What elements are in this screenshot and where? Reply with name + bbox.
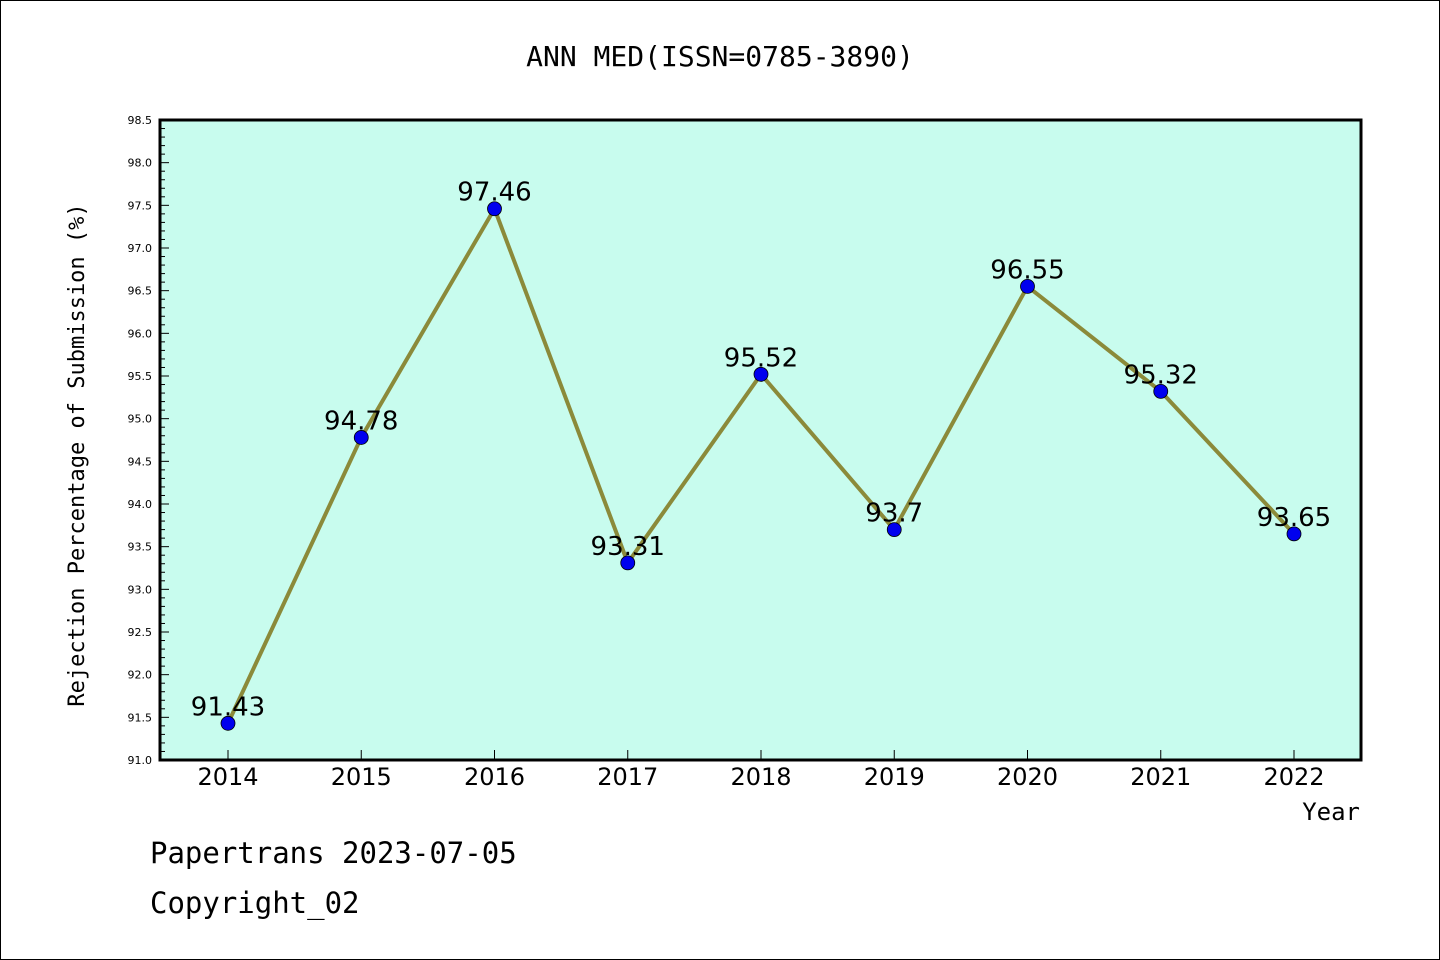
data-label: 96.55 — [990, 255, 1064, 285]
y-tick-label: 97.5 — [128, 199, 153, 212]
y-tick-label: 96.5 — [128, 285, 153, 298]
y-tick-label: 92.5 — [128, 626, 153, 639]
data-point — [1153, 383, 1169, 399]
plot-border — [158, 118, 1363, 762]
axis-ticks: 91.0 91.5 92.0 92.5 93.0 93.5 94.0 94.5 95.0 95.5… — [128, 114, 1325, 791]
x-tick-label: 2014 — [197, 763, 258, 791]
data-label: 95.52 — [724, 343, 798, 373]
x-tick-label: 2022 — [1263, 763, 1324, 791]
y-tick-label: 92.0 — [128, 669, 153, 682]
data-label: 95.32 — [1124, 360, 1198, 390]
x-tick-label: 2019 — [864, 763, 925, 791]
x-tick-label: 2016 — [464, 763, 525, 791]
y-tick-label: 94.5 — [128, 455, 153, 468]
data-label: 93.31 — [591, 532, 665, 562]
data-point — [353, 430, 369, 445]
data-point — [220, 715, 236, 731]
x-axis-label: Year — [1302, 798, 1360, 826]
y-tick-label: 96.0 — [128, 327, 153, 340]
data-label: 91.43 — [191, 692, 265, 722]
data-label: 93.65 — [1257, 503, 1331, 533]
x-tick-label: 2015 — [331, 763, 392, 791]
y-tick-label: 95.5 — [128, 370, 153, 383]
y-tick-label: 98.5 — [128, 114, 153, 127]
data-labels: 91.43 94.78 97.46 93.31 95.52 93.7 96.55 95.32 9… — [191, 178, 1331, 723]
data-point — [886, 522, 902, 537]
data-point — [753, 366, 769, 382]
y-tick-label: 93.0 — [128, 583, 153, 596]
y-tick-label: 93.5 — [128, 541, 153, 554]
footer-date-text: Papertrans 2023-07-05 — [150, 836, 517, 870]
x-tick-label: 2017 — [597, 763, 658, 791]
data-point — [1286, 526, 1302, 542]
y-tick-label: 98.0 — [128, 157, 153, 170]
data-label: 94.78 — [324, 406, 398, 436]
data-point — [487, 201, 502, 217]
plot-area — [160, 120, 1361, 760]
y-axis-label: Rejection Percentage of Submission (%) — [65, 203, 90, 706]
y-tick-label: 91.5 — [128, 711, 153, 724]
x-tick-label: 2020 — [997, 763, 1058, 791]
data-point — [620, 555, 636, 571]
y-tick-label: 95.0 — [128, 413, 153, 426]
x-tick-label: 2021 — [1130, 763, 1191, 791]
x-tick-label: 2018 — [730, 763, 791, 791]
y-tick-label: 91.0 — [128, 754, 153, 767]
series-markers — [220, 201, 1302, 731]
footer-copyright-text: Copyright_02 — [150, 886, 360, 920]
data-label: 93.7 — [865, 499, 923, 529]
data-label: 97.46 — [457, 178, 531, 208]
y-tick-label: 94.0 — [128, 498, 153, 511]
chart-title: ANN MED(ISSN=0785-3890) — [526, 40, 914, 73]
data-point — [1020, 278, 1035, 294]
y-tick-label: 97.0 — [128, 242, 153, 255]
